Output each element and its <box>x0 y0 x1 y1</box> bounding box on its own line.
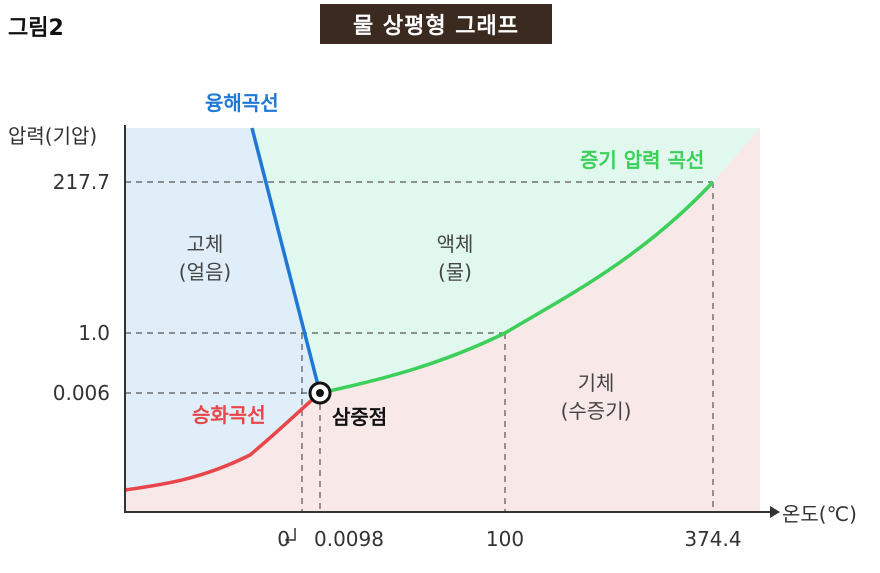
sublimation-curve <box>124 391 322 492</box>
vaporization-curve <box>319 180 715 395</box>
melting-curve <box>250 127 322 394</box>
y-tick-217-7: 217.7 <box>53 170 110 194</box>
solid-region <box>125 128 320 490</box>
figure-label: 그림2 <box>8 16 64 41</box>
melting-curve-label: 융해곡선 <box>205 91 279 115</box>
x-axis-label: 온도(℃) <box>782 502 857 526</box>
chart-title: 물 상평형 그래프 <box>320 4 552 44</box>
sublimation-curve-label: 승화곡선 <box>192 403 266 427</box>
x-tick-374-4: 374.4 <box>684 527 741 551</box>
x-tick-0: 0 <box>277 527 290 551</box>
solid-region-label: 고체 <box>187 232 224 256</box>
triple-point-marker <box>308 381 332 405</box>
y-tick-0-006: 0.006 <box>53 381 110 405</box>
triple-point-label: 삼중점 <box>332 405 387 429</box>
gas-region <box>125 128 760 512</box>
x-tick-0-0098: 0.0098 <box>314 527 384 551</box>
liquid-region <box>252 128 760 393</box>
y-axis-label: 압력(기압) <box>8 124 97 148</box>
gas-region-sublabel: (수증기) <box>561 399 632 423</box>
guide-lines <box>125 181 714 512</box>
liquid-region-label: 액체 <box>437 232 474 256</box>
y-tick-1-0: 1.0 <box>78 321 110 345</box>
gas-region-label: 기체 <box>578 371 615 395</box>
x-tick-100: 100 <box>486 527 524 551</box>
vaporization-curve-label: 증기 압력 곡선 <box>580 148 704 172</box>
solid-region-sublabel: (얼음) <box>179 260 231 284</box>
return-arrow-icon <box>284 528 296 544</box>
liquid-region-sublabel: (물) <box>438 260 472 284</box>
x-axis-arrow-icon <box>770 506 780 518</box>
